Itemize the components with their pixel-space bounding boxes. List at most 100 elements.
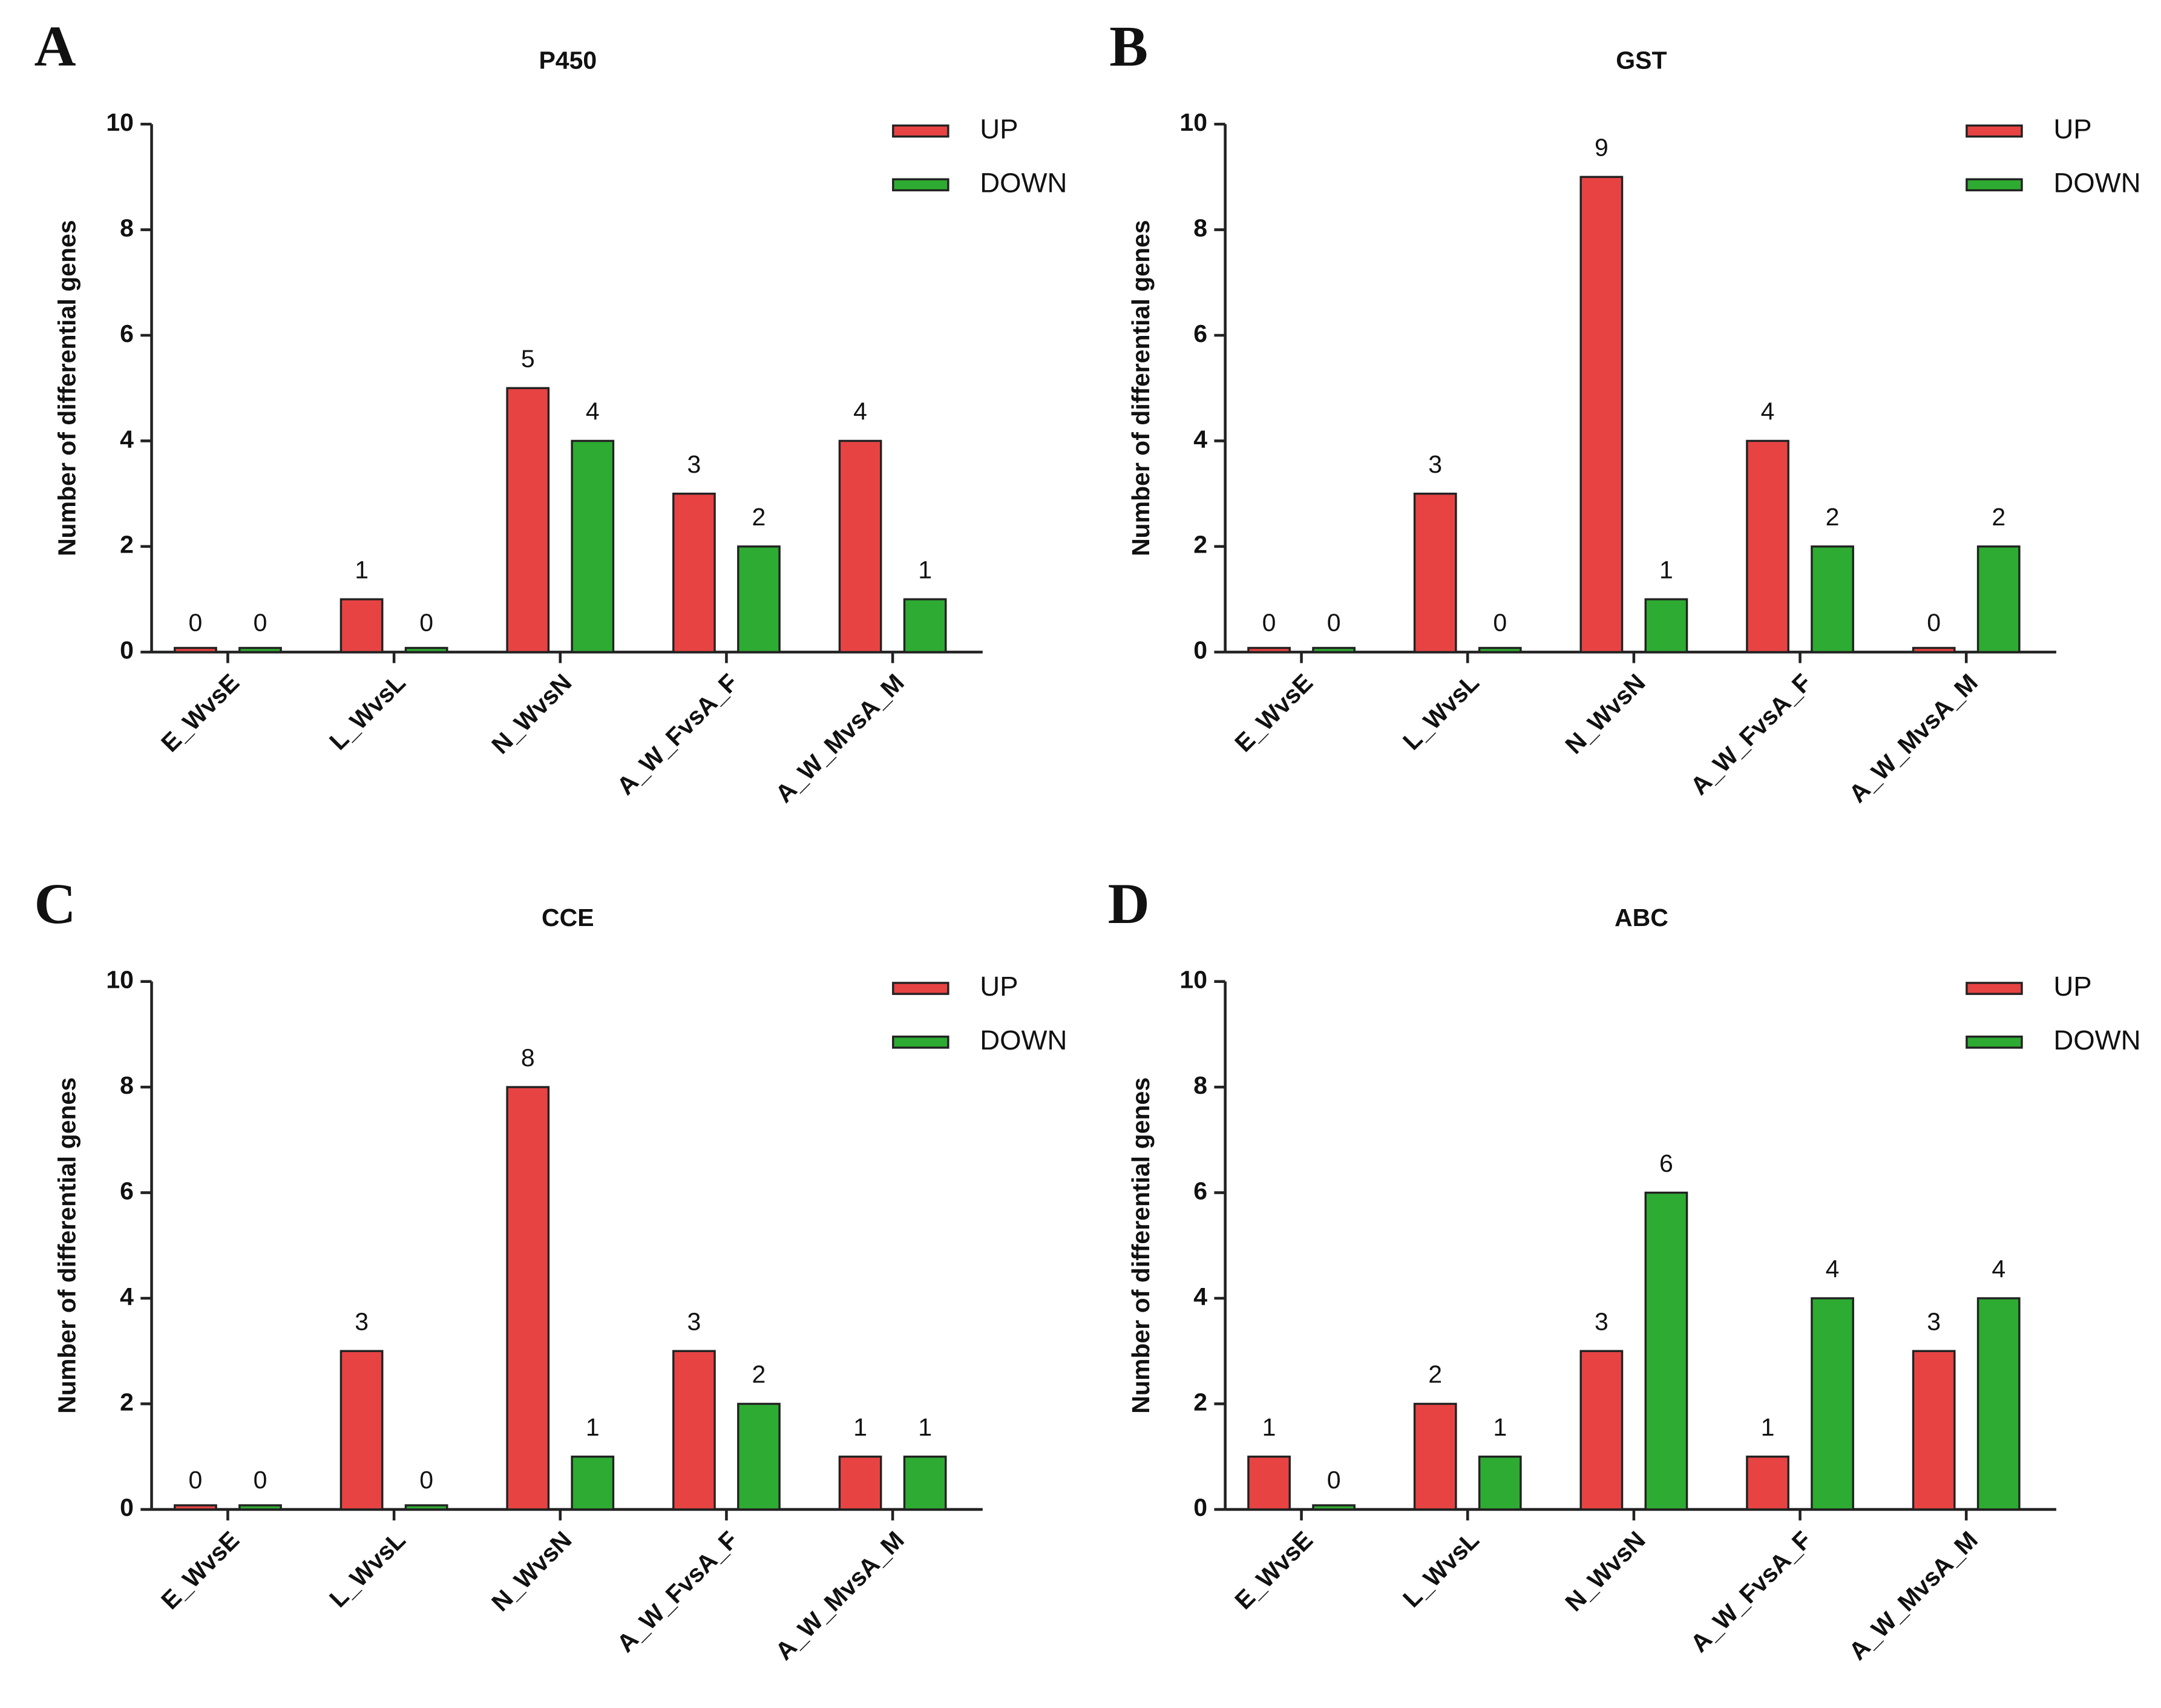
data-label: 1 xyxy=(853,1413,867,1441)
bar xyxy=(506,1086,550,1511)
y-axis-label: Number of differential genes xyxy=(53,220,81,556)
bar xyxy=(903,1455,947,1511)
data-label: 1 xyxy=(1262,1413,1276,1441)
y-tick-label: 4 xyxy=(1193,1283,1207,1310)
bar xyxy=(1811,545,1854,654)
y-tick-label: 2 xyxy=(120,531,134,559)
data-label: 2 xyxy=(1992,503,2005,531)
legend-label: UP xyxy=(2053,971,2091,1002)
bar xyxy=(1644,1191,1688,1511)
data-label: 4 xyxy=(853,398,867,425)
y-tick-label: 10 xyxy=(1179,108,1207,136)
x-tick-label: A_W_MvsA_M xyxy=(1843,1526,1983,1666)
x-tick-label: A_W_MvsA_M xyxy=(1843,668,1983,808)
y-tick-label: 8 xyxy=(120,1071,134,1099)
y-tick-label: 6 xyxy=(1193,1177,1207,1204)
legend-label: DOWN xyxy=(2053,167,2140,198)
bar xyxy=(339,1350,384,1511)
data-label: 0 xyxy=(419,609,433,637)
y-tick-label: 0 xyxy=(120,1494,134,1522)
x-tick-label: A_W_MvsA_M xyxy=(770,1526,910,1666)
y-tick-label: 4 xyxy=(120,425,134,453)
x-tick-label: L_WvsL xyxy=(1397,1526,1484,1613)
data-label: 0 xyxy=(254,609,267,637)
bar xyxy=(838,439,882,654)
x-tick-label: A_W_MvsA_M xyxy=(770,668,910,808)
data-label: 0 xyxy=(419,1466,433,1494)
y-tick-label: 10 xyxy=(1179,965,1207,993)
legend-label: DOWN xyxy=(2053,1025,2140,1056)
y-axis-label: Number of differential genes xyxy=(53,1077,81,1414)
bar xyxy=(1478,646,1522,654)
x-tick-label: N_WvsN xyxy=(486,1526,577,1617)
bar xyxy=(339,598,384,654)
bar xyxy=(1247,646,1291,654)
bar xyxy=(1478,1455,1522,1511)
y-tick-label: 10 xyxy=(106,108,134,136)
data-label: 0 xyxy=(1927,609,1941,637)
bar xyxy=(1579,1350,1624,1511)
data-label: 3 xyxy=(1428,450,1442,478)
x-tick-label: N_WvsN xyxy=(486,668,577,759)
y-tick-label: 8 xyxy=(120,214,134,241)
legend-label: UP xyxy=(980,971,1018,1002)
y-tick-label: 4 xyxy=(1193,425,1207,453)
panel-letter: A xyxy=(34,15,76,79)
data-label: 1 xyxy=(1761,1413,1775,1441)
y-axis-label: Number of differential genes xyxy=(1127,220,1155,556)
data-label: 0 xyxy=(1262,609,1276,637)
y-tick-label: 2 xyxy=(1193,1388,1207,1416)
data-label: 0 xyxy=(254,1466,267,1494)
legend-swatch xyxy=(1966,1036,2023,1049)
bar xyxy=(903,598,947,654)
legend-swatch xyxy=(892,982,949,995)
panel-letter: C xyxy=(34,872,76,936)
data-label: 1 xyxy=(918,1413,932,1441)
x-tick-label: A_W_FvsA_F xyxy=(1685,1526,1817,1658)
x-tick-label: L_WvsL xyxy=(324,668,411,755)
panel-letter: B xyxy=(1109,15,1148,79)
bar xyxy=(404,1504,448,1511)
bar xyxy=(1912,646,1956,654)
x-tick-label: N_WvsN xyxy=(1559,668,1650,759)
bar xyxy=(506,387,550,654)
data-label: 2 xyxy=(752,503,766,531)
data-label: 0 xyxy=(1493,609,1507,637)
legend-label: DOWN xyxy=(980,1025,1067,1056)
data-label: 3 xyxy=(355,1308,369,1336)
data-label: 4 xyxy=(1826,1255,1840,1283)
chart-title: ABC xyxy=(1615,904,1668,931)
bar xyxy=(1247,1455,1291,1511)
data-label: 3 xyxy=(687,450,701,478)
data-label: 4 xyxy=(1761,398,1775,425)
chart-title: GST xyxy=(1616,46,1667,74)
y-tick-label: 0 xyxy=(120,636,134,664)
legend-label: UP xyxy=(2053,114,2091,145)
x-tick-label: L_WvsL xyxy=(1397,668,1484,755)
y-tick-label: 8 xyxy=(1193,1071,1207,1099)
x-tick-label: E_WvsE xyxy=(156,668,244,757)
data-label: 1 xyxy=(586,1413,600,1441)
legend-swatch xyxy=(1966,178,2023,192)
bar xyxy=(238,646,282,654)
x-tick-label: A_W_FvsA_F xyxy=(611,668,743,800)
x-tick-label: E_WvsE xyxy=(156,1526,244,1615)
bar xyxy=(174,646,217,654)
bar xyxy=(1644,598,1688,654)
bar xyxy=(838,1455,882,1511)
x-tick-label: A_W_FvsA_F xyxy=(611,1526,743,1658)
x-tick-label: N_WvsN xyxy=(1559,1526,1650,1617)
data-label: 4 xyxy=(586,398,600,425)
bar xyxy=(571,1455,615,1511)
bar xyxy=(1811,1297,1854,1511)
data-label: 5 xyxy=(521,345,535,373)
data-label: 2 xyxy=(1428,1361,1442,1388)
bar xyxy=(1312,1504,1356,1511)
bar xyxy=(1579,176,1624,654)
data-label: 1 xyxy=(918,556,932,583)
y-tick-label: 2 xyxy=(1193,531,1207,559)
